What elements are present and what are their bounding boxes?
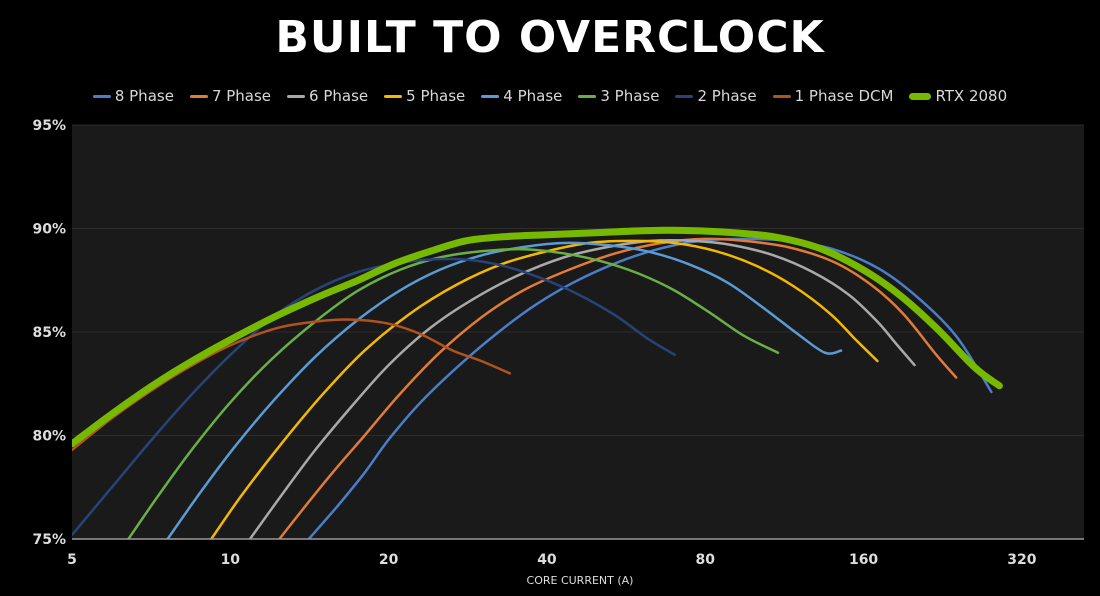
legend-label: 6 Phase	[309, 87, 369, 105]
y-axis-ticks: 75% 80% 85% 90% 95%	[32, 118, 66, 548]
legend-label: 1 Phase DCM	[794, 87, 894, 105]
legend-swatch	[675, 94, 694, 98]
legend-item: 1 Phase DCM	[772, 87, 894, 105]
x-tick-label: 160	[849, 552, 878, 568]
legend-item: 4 Phase	[481, 87, 562, 105]
x-axis-ticks: 5 10 20 40 80 160 320	[67, 552, 1037, 568]
legend-item: 6 Phase	[287, 87, 368, 105]
y-tick-label: 75%	[32, 532, 66, 548]
chart-title: BUILT TO OVERCLOCK	[275, 12, 825, 63]
series-line-8-phase	[307, 237, 993, 539]
legend-item: 7 Phase	[189, 87, 272, 105]
legend-label: 4 Phase	[503, 87, 563, 105]
x-tick-label: 20	[379, 552, 399, 568]
legend-swatch	[189, 94, 208, 98]
y-tick-label: 80%	[32, 429, 66, 445]
legend-label: RTX 2080	[935, 87, 1008, 105]
legend-label: 3 Phase	[600, 87, 660, 105]
legend-swatch	[287, 94, 306, 98]
legend-swatch	[909, 92, 932, 100]
legend-label: 5 Phase	[406, 87, 466, 105]
legend-swatch	[481, 94, 500, 98]
y-tick-label: 90%	[32, 222, 66, 238]
legend-swatch	[384, 94, 403, 98]
legend-label: 8 Phase	[114, 87, 174, 105]
series-line-6-phase	[248, 239, 916, 539]
legend-item: RTX 2080	[909, 87, 1007, 105]
legend-item: 5 Phase	[384, 87, 465, 105]
chart-legend: 8 Phase 7 Phase 6 Phase 5 Phase 4 Phase 3 Pha…	[0, 85, 1100, 107]
legend-item: 3 Phase	[578, 87, 659, 105]
legend-swatch	[772, 94, 791, 98]
legend-item: 2 Phase	[675, 87, 757, 105]
x-tick-label: 5	[67, 552, 77, 568]
x-tick-label: 80	[696, 552, 716, 568]
legend-item: 8 Phase	[92, 87, 174, 105]
legend-swatch	[92, 94, 111, 98]
series-line-5-phase	[210, 239, 879, 539]
x-tick-label: 10	[221, 552, 241, 568]
y-tick-label: 95%	[32, 118, 66, 134]
x-tick-label: 320	[1007, 552, 1036, 568]
x-tick-label: 40	[537, 552, 557, 568]
y-tick-label: 85%	[32, 325, 66, 341]
series-line-3-phase	[127, 247, 780, 539]
legend-label: 7 Phase	[211, 87, 272, 105]
series-line-4-phase	[166, 241, 843, 539]
x-axis-label: CORE CURRENT (A)	[527, 574, 634, 587]
series-lines	[72, 226, 1003, 539]
legend-swatch	[578, 94, 597, 98]
series-line-7-phase	[278, 237, 958, 539]
series-line-rtx-2080	[72, 226, 1003, 448]
legend-label: 2 Phase	[697, 87, 757, 105]
